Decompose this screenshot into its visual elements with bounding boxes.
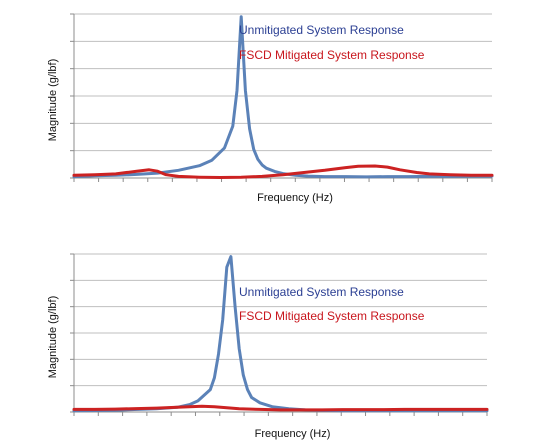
legend-label-unmitigated: Unmitigated System Response [239, 285, 404, 299]
y-axis-label: Magnitude (g/lbf) [47, 59, 59, 142]
legend: Unmitigated System Response FSCD Mitigate… [239, 23, 425, 62]
gridlines [74, 13, 492, 152]
axes [70, 13, 493, 182]
legend: Unmitigated System Response FSCD Mitigate… [239, 285, 425, 323]
series-line-mitigated [72, 164, 494, 179]
series-layer [72, 15, 494, 179]
x-axis-label: Frequency (Hz) [257, 192, 333, 204]
legend-label-mitigated: FSCD Mitigated System Response [239, 309, 425, 323]
x-axis-label: Frequency (Hz) [255, 428, 331, 440]
legend-label-unmitigated: Unmitigated System Response [239, 23, 404, 37]
y-axis-label: Magnitude (g/lbf) [47, 296, 59, 379]
legend-label-mitigated: FSCD Mitigated System Response [239, 48, 425, 62]
series-line-unmitigated [72, 15, 494, 179]
series-layer [72, 255, 489, 413]
gridlines [74, 253, 487, 387]
chart-bottom: Unmitigated System Response FSCD Mitigate… [47, 253, 489, 440]
chart-top: Unmitigated System Response FSCD Mitigate… [47, 13, 494, 204]
series-line-unmitigated [72, 255, 489, 413]
series-line-mitigated [72, 404, 489, 412]
axes [70, 253, 488, 416]
